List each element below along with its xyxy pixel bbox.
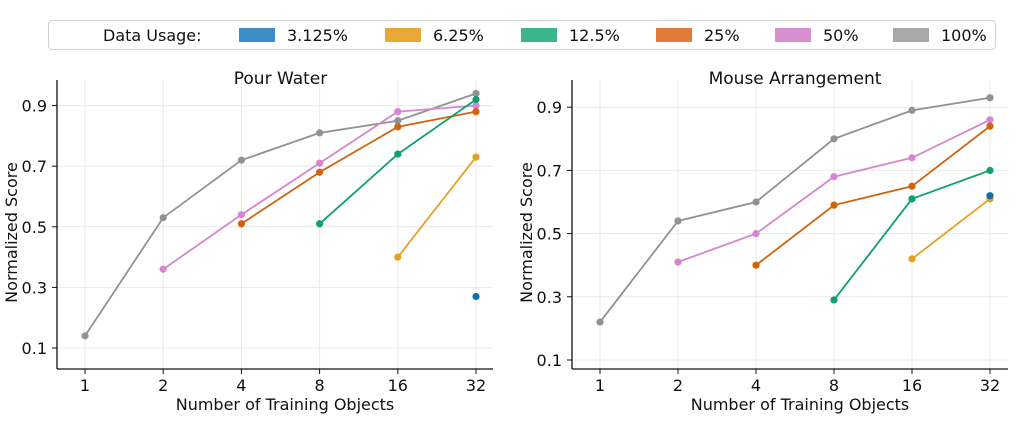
- data-point: [674, 217, 682, 225]
- data-point: [986, 122, 994, 130]
- x-tick-label: 1: [595, 376, 605, 395]
- data-point: [394, 123, 402, 131]
- x-tick-label: 32: [466, 376, 486, 395]
- data-point: [472, 89, 480, 98]
- legend-swatch: [521, 28, 557, 42]
- data-point: [316, 168, 324, 176]
- data-point: [472, 102, 480, 110]
- legend-label: 12.5%: [569, 26, 620, 45]
- x-tick-label: 2: [158, 376, 168, 395]
- data-point: [159, 265, 167, 273]
- x-tick-label: 32: [980, 376, 1000, 395]
- legend-swatch: [385, 28, 421, 42]
- data-point: [472, 153, 480, 161]
- data-point: [986, 192, 994, 200]
- y-tick-label: 0.7: [22, 157, 47, 176]
- data-point: [237, 156, 245, 164]
- data-point: [908, 182, 916, 190]
- chart-title: Pour Water: [234, 69, 327, 89]
- legend-title: Data Usage:: [103, 26, 202, 45]
- series-line: [599, 96, 991, 323]
- data-point: [316, 129, 324, 137]
- data-point: [986, 166, 994, 174]
- series-line: [911, 198, 991, 260]
- data-point: [596, 318, 604, 326]
- data-point: [81, 332, 89, 340]
- y-tick-label: 0.9: [537, 98, 562, 117]
- legend-label: 3.125%: [287, 26, 349, 45]
- series-line: [84, 92, 477, 337]
- data-point: [472, 292, 480, 301]
- data-point: [472, 95, 480, 104]
- y-tick-label: 0.9: [22, 97, 47, 116]
- x-tick-label: 8: [829, 376, 839, 395]
- legend-swatch: [893, 28, 929, 42]
- legend-label: 100%: [941, 26, 987, 45]
- data-point: [830, 173, 838, 181]
- y-tick-label: 0.5: [22, 218, 47, 237]
- series-line: [755, 125, 991, 266]
- y-axis-label: Normalized Score: [2, 162, 21, 303]
- legend-label: 50%: [823, 26, 859, 45]
- y-tick-label: 0.3: [22, 278, 47, 297]
- data-point: [316, 159, 324, 167]
- data-point: [394, 117, 402, 125]
- legend-swatch: [239, 28, 275, 42]
- data-point: [830, 296, 838, 304]
- data-point: [394, 108, 402, 116]
- data-point: [830, 135, 838, 143]
- data-point: [316, 220, 324, 228]
- y-tick-label: 0.1: [537, 351, 562, 370]
- y-axis-label: Normalized Score: [517, 162, 536, 303]
- x-tick-label: 4: [751, 376, 761, 395]
- x-axis-label: Number of Training Objects: [691, 395, 910, 414]
- legend-label: 6.25%: [433, 26, 484, 45]
- data-point: [908, 255, 916, 263]
- data-point: [159, 214, 167, 222]
- data-point: [674, 258, 682, 266]
- series-line: [397, 156, 477, 258]
- y-tick-label: 0.7: [537, 161, 562, 180]
- data-point: [908, 195, 916, 203]
- data-point: [237, 220, 245, 228]
- data-point: [472, 108, 480, 116]
- x-tick-label: 16: [902, 376, 922, 395]
- y-tick-label: 0.5: [537, 225, 562, 244]
- data-point: [986, 116, 994, 124]
- chart-pour-water: 1 2 4 8 16 32 0.1 0.3 0.5 0.7 0.9 Pour Water Number …: [2, 69, 493, 414]
- data-point: [908, 154, 916, 162]
- y-tick-label: 0.1: [22, 339, 47, 358]
- data-point: [394, 150, 402, 158]
- x-tick-label: 1: [80, 376, 90, 395]
- chart-mouse-arrangement: 1 2 4 8 16 32 0.1 0.3 0.5 0.7 0.9 Mouse Arrangement…: [517, 69, 1008, 414]
- legend-swatch: [775, 28, 811, 42]
- x-axis-label: Number of Training Objects: [176, 395, 395, 414]
- data-point: [830, 201, 838, 209]
- x-tick-label: 4: [236, 376, 246, 395]
- chart-title: Mouse Arrangement: [709, 69, 882, 89]
- data-point: [986, 94, 994, 102]
- data-point: [752, 230, 760, 238]
- data-point: [752, 261, 760, 269]
- legend-label: 25%: [704, 26, 740, 45]
- x-tick-label: 2: [673, 376, 683, 395]
- x-tick-label: 16: [388, 376, 408, 395]
- series-line: [240, 110, 477, 225]
- legend: Data Usage: 3.125% 6.25% 12.5% 25% 50% 1…: [48, 20, 996, 50]
- x-tick-label: 8: [315, 376, 325, 395]
- data-point: [237, 211, 245, 219]
- data-point: [908, 106, 916, 114]
- y-tick-label: 0.3: [537, 288, 562, 307]
- data-point: [394, 253, 402, 261]
- legend-swatch: [656, 28, 692, 42]
- data-point: [752, 198, 760, 206]
